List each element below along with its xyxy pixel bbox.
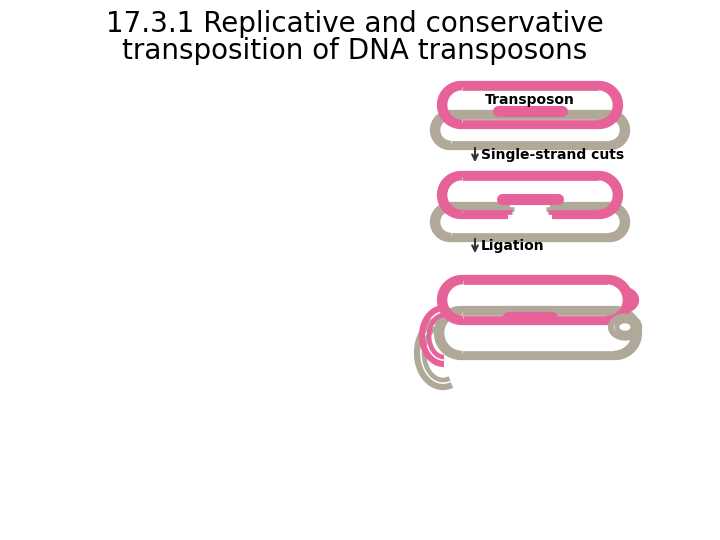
Text: transposition of DNA transposons: transposition of DNA transposons (122, 37, 588, 65)
Text: 17.3.1 Replicative and conservative: 17.3.1 Replicative and conservative (106, 10, 604, 38)
Text: Transposon: Transposon (485, 93, 575, 107)
Text: Single-strand cuts: Single-strand cuts (481, 148, 624, 162)
Text: Ligation: Ligation (481, 239, 544, 253)
